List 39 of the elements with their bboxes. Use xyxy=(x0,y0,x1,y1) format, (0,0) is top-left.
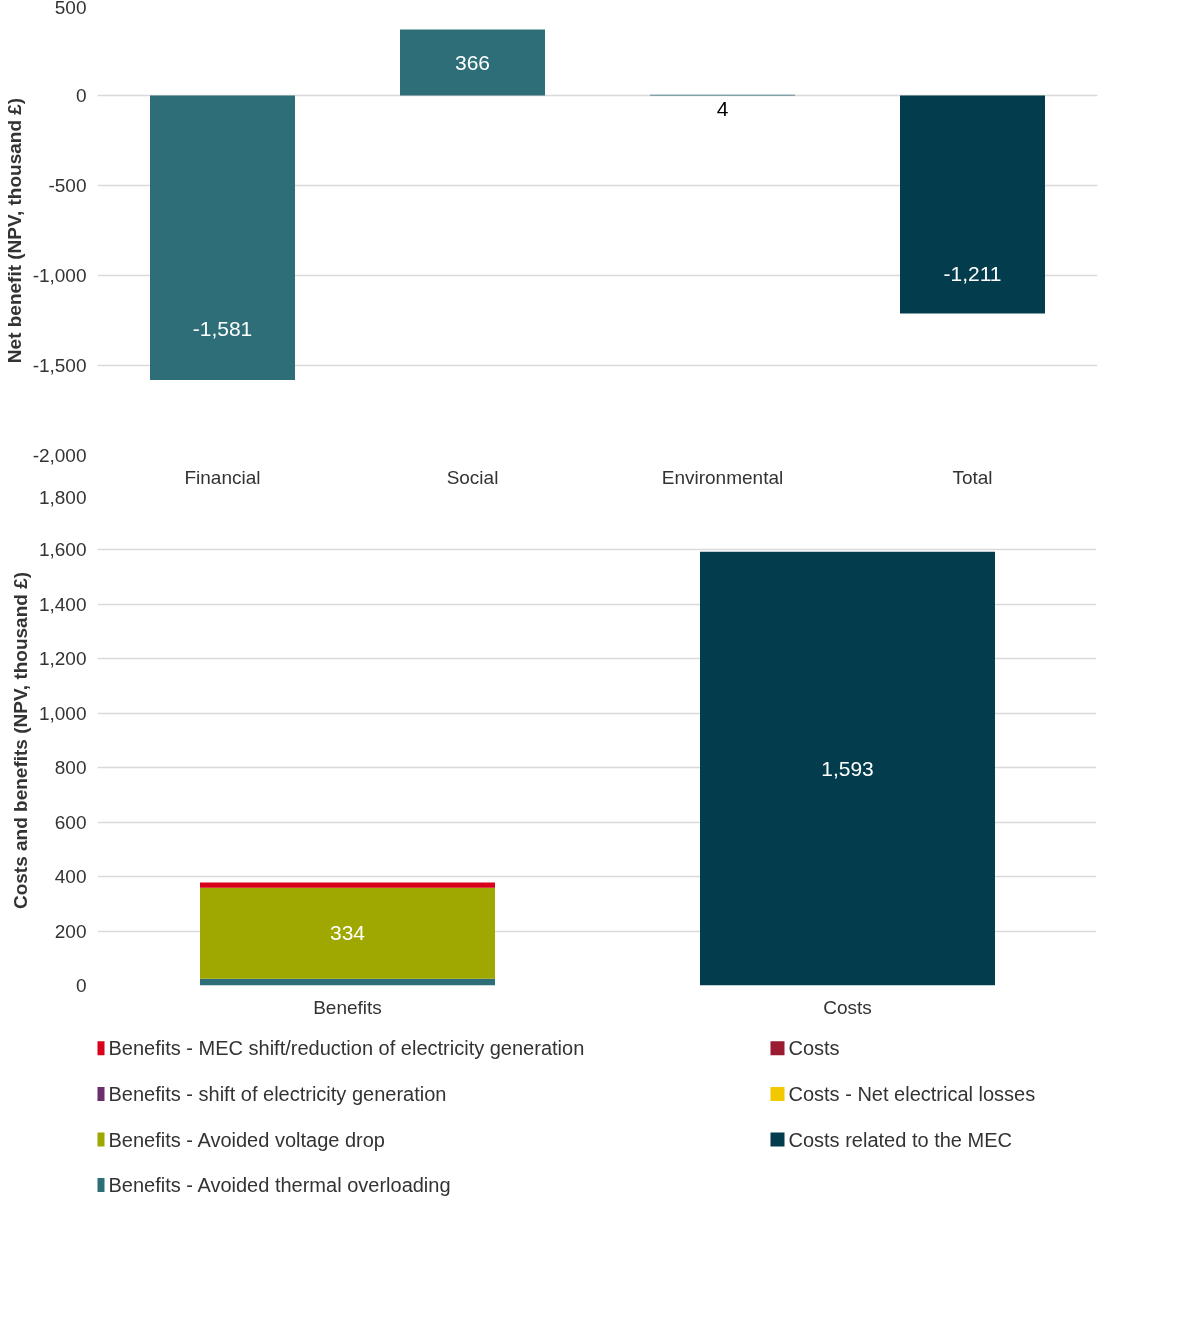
data-label: 366 xyxy=(454,50,491,74)
y-tick-label: 800 xyxy=(54,757,87,779)
x-tick-label: Total xyxy=(952,466,993,488)
y-tick-label: 500 xyxy=(54,0,87,18)
legend-label: Costs xyxy=(788,1037,840,1060)
y-tick-label: 1,400 xyxy=(38,593,87,615)
data-label: 1,593 xyxy=(821,756,874,780)
y-tick-label: 0 xyxy=(75,85,87,106)
y-tick-label: -1,000 xyxy=(32,265,87,286)
y-axis-title: Costs and benefits (NPV, thousand £) xyxy=(9,571,31,910)
y-tick-label: 400 xyxy=(54,866,87,888)
bar xyxy=(400,29,545,96)
y-tick-label: 0 xyxy=(75,975,87,996)
x-tick-label: Benefits xyxy=(313,996,382,1018)
bar xyxy=(150,95,295,381)
y-tick-label: 1,200 xyxy=(38,648,87,670)
x-tick-label: Environmental xyxy=(661,466,784,488)
x-tick-label: Social xyxy=(446,466,499,488)
y-tick-label: 1,800 xyxy=(38,486,87,508)
y-tick-label: -2,000 xyxy=(32,445,87,466)
y-tick-label: 1,000 xyxy=(38,702,87,724)
data-label: -1,211 xyxy=(943,262,1002,286)
y-tick-label: 600 xyxy=(54,811,87,833)
legend-label: Benefits - Avoided thermal overloading xyxy=(108,1174,451,1197)
y-tick-label: 1,600 xyxy=(38,539,87,561)
legend-label: Benefits - Avoided voltage drop xyxy=(108,1128,385,1151)
data-label: 4 xyxy=(716,97,729,120)
bar xyxy=(900,95,1045,314)
y-tick-label: 200 xyxy=(54,920,87,942)
x-tick-label: Financial xyxy=(184,466,261,488)
legend-label: Costs - Net electrical losses xyxy=(788,1082,1036,1105)
y-tick-label: -500 xyxy=(48,175,87,196)
data-label: -1,581 xyxy=(192,316,253,340)
legend-label: Benefits - MEC shift/reduction of electricity generation xyxy=(108,1037,585,1060)
legend-label: Costs related to the MEC xyxy=(788,1128,1012,1151)
y-tick-label: -1,500 xyxy=(32,355,87,376)
legend-label: Benefits - shift of electricity generation xyxy=(108,1082,447,1105)
y-axis-title: Net benefit (NPV, thousand £) xyxy=(3,97,25,364)
data-label: 334 xyxy=(329,921,366,945)
